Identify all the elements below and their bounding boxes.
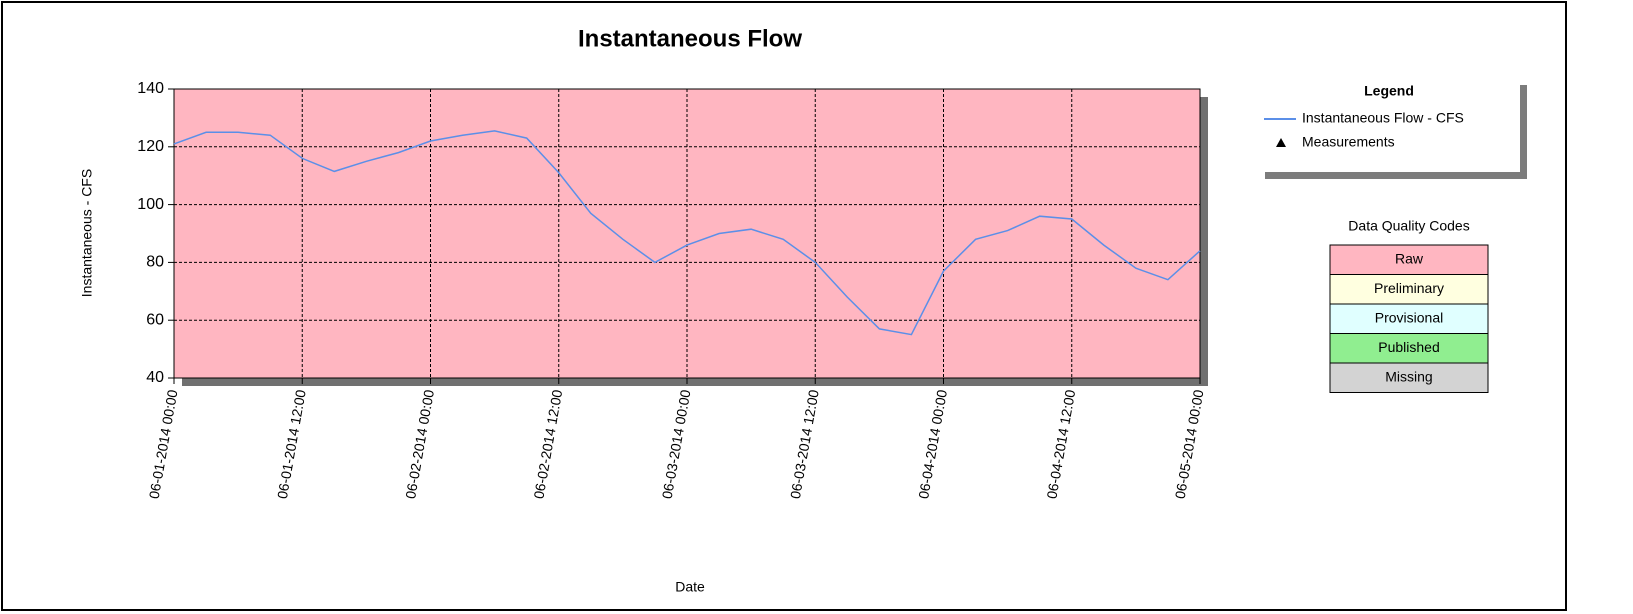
legend-box — [1258, 78, 1520, 172]
quality-swatch — [1329, 274, 1489, 305]
quality-swatch — [1329, 333, 1489, 364]
y-tick-label: 100 — [137, 196, 164, 213]
quality-label: Provisional — [1375, 309, 1443, 325]
quality-swatch — [1329, 244, 1489, 275]
quality-swatch — [1329, 303, 1489, 334]
legend-label: Instantaneous Flow - CFS — [1302, 110, 1464, 126]
y-tick-label: 60 — [146, 311, 164, 328]
quality-label: Published — [1378, 339, 1440, 355]
legend-title: Legend — [1364, 83, 1414, 99]
legend-label: Measurements — [1302, 134, 1395, 150]
quality-label: Preliminary — [1374, 280, 1444, 296]
y-tick-label: 120 — [137, 138, 164, 155]
quality-label: Missing — [1385, 368, 1432, 384]
quality-swatch — [1329, 362, 1489, 393]
y-tick-label: 80 — [146, 254, 164, 271]
y-axis-label: Instantaneous - CFS — [79, 169, 95, 297]
quality-label: Raw — [1395, 250, 1424, 266]
y-tick-label: 40 — [146, 369, 164, 386]
data-line — [173, 130, 1201, 336]
quality-title: Data Quality Codes — [1348, 218, 1469, 234]
y-tick-label: 140 — [137, 80, 164, 97]
x-axis-label: Date — [675, 579, 705, 595]
chart-title: Instantaneous Flow — [578, 25, 802, 52]
legend-marker — [1276, 138, 1286, 147]
